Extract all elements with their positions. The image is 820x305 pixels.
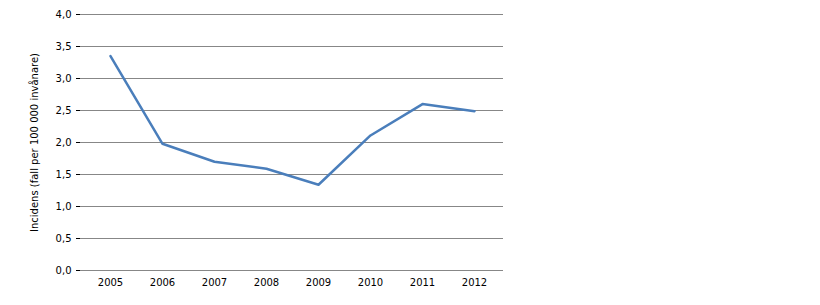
svg-text:4,0: 4,0 (56, 9, 72, 20)
svg-text:2005: 2005 (98, 277, 123, 288)
svg-text:2009: 2009 (306, 277, 331, 288)
svg-text:0,0: 0,0 (56, 265, 72, 276)
svg-text:2,0: 2,0 (56, 137, 72, 148)
svg-text:1,0: 1,0 (56, 201, 72, 212)
svg-text:0,5: 0,5 (56, 233, 72, 244)
svg-text:2010: 2010 (358, 277, 383, 288)
svg-text:Incidens (fall per 100 000 inv: Incidens (fall per 100 000 invånare) (28, 53, 40, 232)
svg-text:2011: 2011 (410, 277, 435, 288)
svg-text:2,5: 2,5 (56, 105, 72, 116)
svg-text:2012: 2012 (462, 277, 487, 288)
svg-text:2006: 2006 (150, 277, 175, 288)
svg-text:2007: 2007 (202, 277, 227, 288)
svg-text:1,5: 1,5 (56, 169, 72, 180)
svg-text:3,0: 3,0 (56, 73, 72, 84)
svg-text:3,5: 3,5 (56, 41, 72, 52)
svg-text:2008: 2008 (254, 277, 279, 288)
